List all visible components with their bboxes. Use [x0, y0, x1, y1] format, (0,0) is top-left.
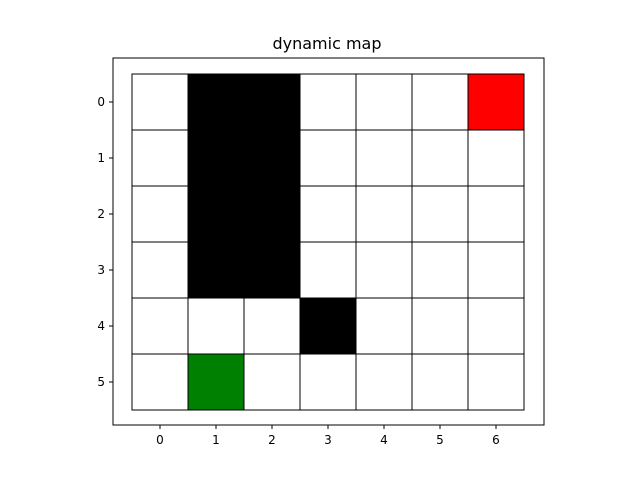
grid-cell-free-r5-c0 — [131, 353, 189, 411]
x-axis-ticks: 0 1 2 3 4 5 6 — [156, 425, 500, 447]
grid-cell-obstacle-r1-c1 — [187, 129, 245, 187]
grid-cell-obstacle-r0-c2 — [243, 73, 301, 131]
grid-cell-free-r4-c6 — [467, 297, 525, 355]
grid-cell-obstacle-r2-c1 — [187, 185, 245, 243]
grid-cell-free-r4-c2 — [243, 297, 301, 355]
grid-cell-free-r0-c5 — [411, 73, 469, 131]
grid-cell-free-r3-c0 — [131, 241, 189, 299]
y-tick-label-0: 0 — [97, 95, 105, 109]
chart-title: dynamic map — [272, 34, 381, 53]
grid-cell-start-r5-c1 — [187, 353, 245, 411]
x-tick-label-3: 3 — [324, 433, 332, 447]
grid-cell-obstacle-r3-c1 — [187, 241, 245, 299]
grid-cells — [131, 73, 525, 411]
grid-cell-free-r2-c5 — [411, 185, 469, 243]
grid-cell-free-r5-c6 — [467, 353, 525, 411]
grid-cell-free-r3-c5 — [411, 241, 469, 299]
plot-area-frame — [112, 57, 545, 426]
y-tick-label-1: 1 — [97, 151, 105, 165]
grid-cell-obstacle-r3-c2 — [243, 241, 301, 299]
y-tick-label-5: 5 — [97, 375, 105, 389]
x-tick-label-2: 2 — [268, 433, 276, 447]
x-tick-label-6: 6 — [492, 433, 500, 447]
y-tick-label-3: 3 — [97, 263, 105, 277]
x-tick-label-0: 0 — [156, 433, 164, 447]
grid-cell-free-r1-c6 — [467, 129, 525, 187]
x-tick-label-4: 4 — [380, 433, 388, 447]
y-tick-label-4: 4 — [97, 319, 105, 333]
x-tick-label-5: 5 — [436, 433, 444, 447]
grid-cell-free-r1-c0 — [131, 129, 189, 187]
grid-cell-free-r2-c3 — [299, 185, 357, 243]
grid-cell-free-r4-c4 — [355, 297, 413, 355]
y-axis-ticks: 0 1 2 3 4 5 — [97, 95, 113, 389]
x-tick-label-1: 1 — [212, 433, 220, 447]
grid-cell-obstacle-r1-c2 — [243, 129, 301, 187]
grid-cell-free-r5-c2 — [243, 353, 301, 411]
grid-cell-free-r4-c0 — [131, 297, 189, 355]
y-tick-label-2: 2 — [97, 207, 105, 221]
grid-cell-free-r0-c4 — [355, 73, 413, 131]
grid-cell-obstacle-r2-c2 — [243, 185, 301, 243]
grid-cell-free-r1-c3 — [299, 129, 357, 187]
grid-cell-free-r3-c3 — [299, 241, 357, 299]
grid-cell-free-r1-c4 — [355, 129, 413, 187]
grid-cell-free-r1-c5 — [411, 129, 469, 187]
grid-cell-free-r0-c0 — [131, 73, 189, 131]
grid-cell-free-r2-c0 — [131, 185, 189, 243]
grid-cell-obstacle-r4-c3 — [299, 297, 357, 355]
grid-cell-free-r4-c5 — [411, 297, 469, 355]
grid-cell-goal-r0-c6 — [467, 73, 525, 131]
grid-cell-free-r5-c5 — [411, 353, 469, 411]
grid-cell-free-r5-c4 — [355, 353, 413, 411]
grid-cell-free-r2-c6 — [467, 185, 525, 243]
grid-cell-free-r4-c1 — [187, 297, 245, 355]
grid-cell-free-r0-c3 — [299, 73, 357, 131]
grid-cell-free-r3-c6 — [467, 241, 525, 299]
grid-cell-free-r5-c3 — [299, 353, 357, 411]
grid-cell-obstacle-r0-c1 — [187, 73, 245, 131]
grid-cell-free-r3-c4 — [355, 241, 413, 299]
grid-cell-free-r2-c4 — [355, 185, 413, 243]
